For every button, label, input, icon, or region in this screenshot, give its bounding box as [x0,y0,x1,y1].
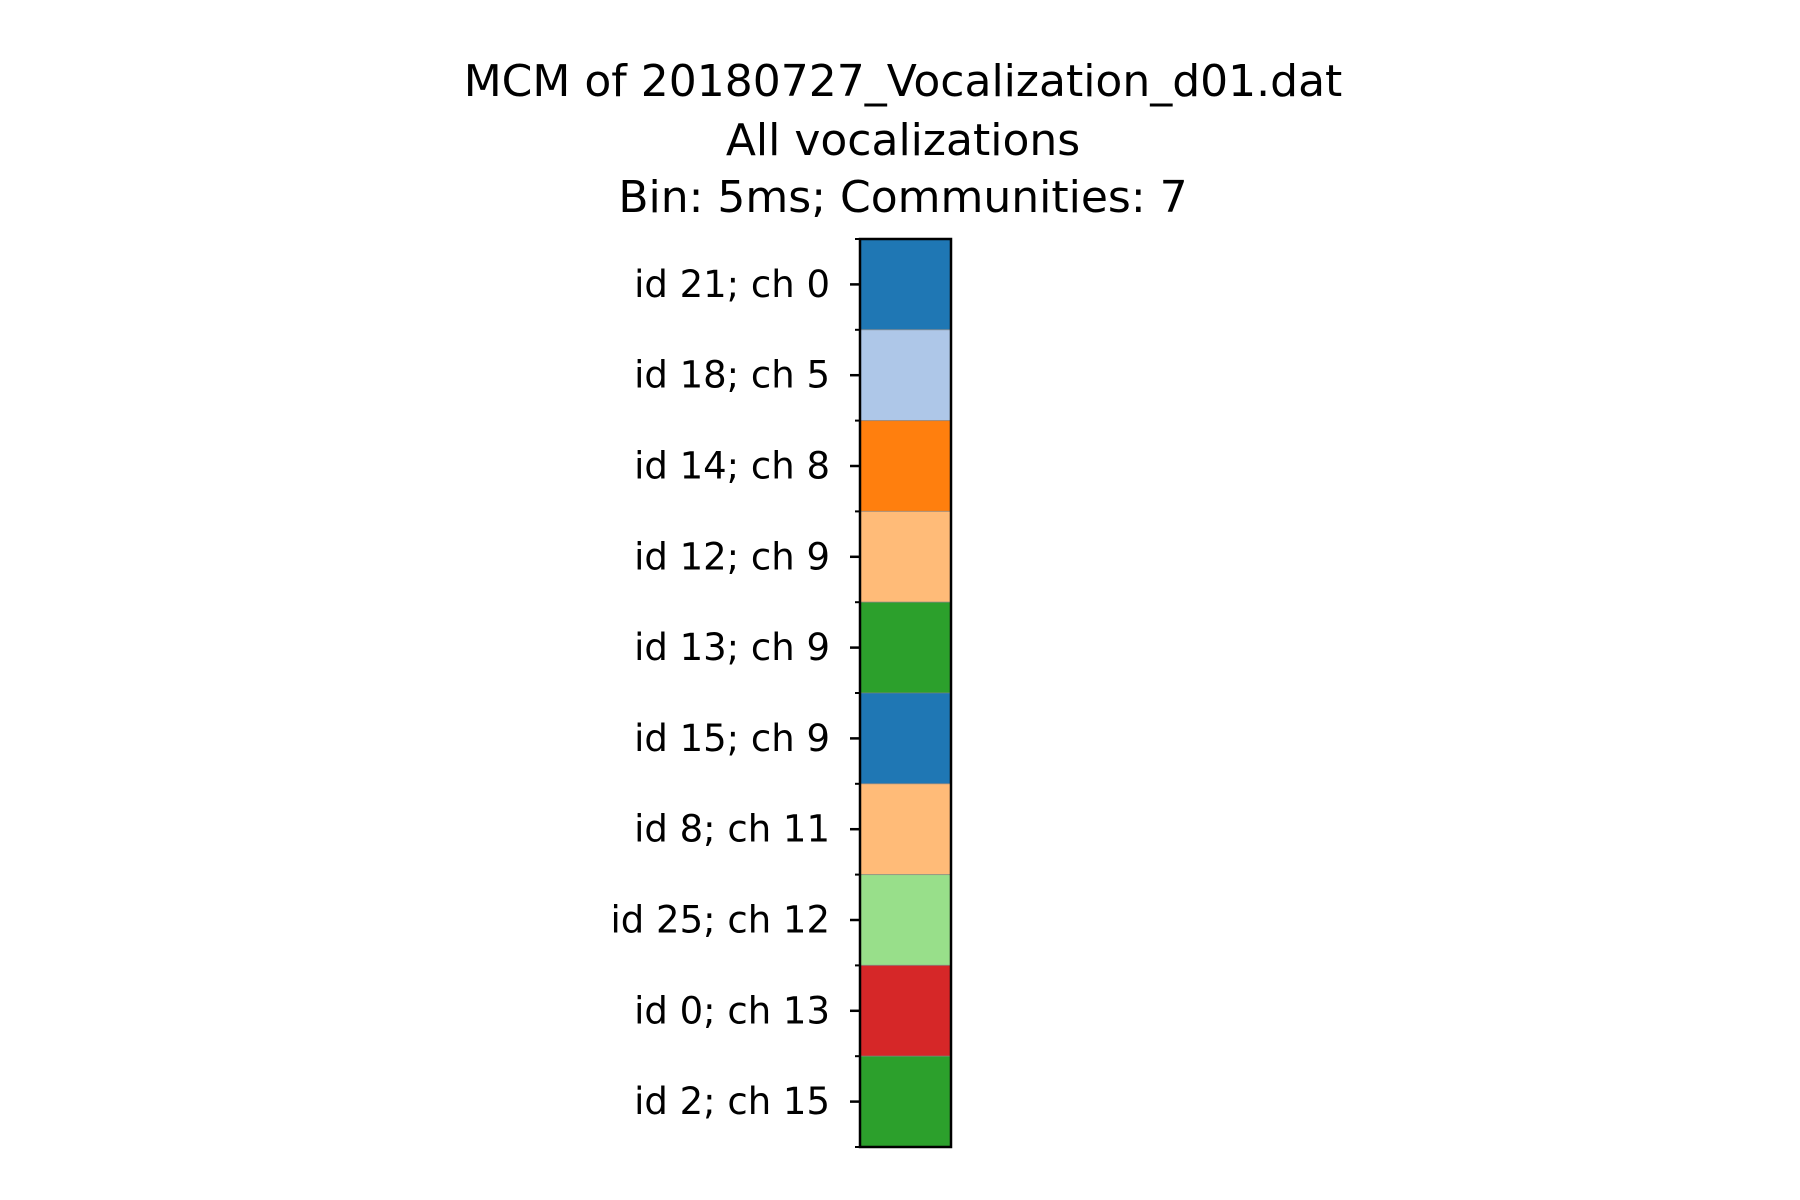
chart-subtitle-line-2: Bin: 5ms; Communities: 7 [618,172,1187,223]
heatmap-cell [859,692,952,785]
heatmap-cell [859,420,952,512]
y-tick-label: id 13; ch 9 [634,626,830,669]
chart-title: MCM of 20180727_Vocalization_d01.dat [464,56,1343,107]
heatmap-cell [859,329,952,422]
y-tick-label: id 0; ch 13 [634,989,830,1032]
heatmap-cell [859,874,952,966]
chart-subtitle-line-1: All vocalizations [726,115,1080,166]
y-tick-label: id 15; ch 9 [634,717,830,760]
y-tick-label: id 18; ch 5 [634,354,830,397]
heatmap-cell [859,601,952,694]
heatmap-cell [859,964,952,1057]
y-tick-label: id 2; ch 15 [634,1080,830,1123]
y-axis-tick-labels: id 21; ch 0 id 18; ch 5 id 14; ch 8 id 12; … [611,263,830,1123]
y-tick-label: id 12; ch 9 [634,535,830,578]
heatmap-cell [859,783,952,876]
heatmap-cell [859,510,952,603]
y-tick-label: id 8; ch 11 [634,808,830,851]
heatmap-cell [859,1055,952,1148]
y-tick-label: id 21; ch 0 [634,263,830,306]
heatmap-cell [859,238,952,331]
heatmap-cells [859,238,952,1148]
plot-frame [858,237,953,1149]
y-tick-label: id 25; ch 12 [611,899,830,942]
y-tick-label: id 14; ch 8 [634,445,830,488]
